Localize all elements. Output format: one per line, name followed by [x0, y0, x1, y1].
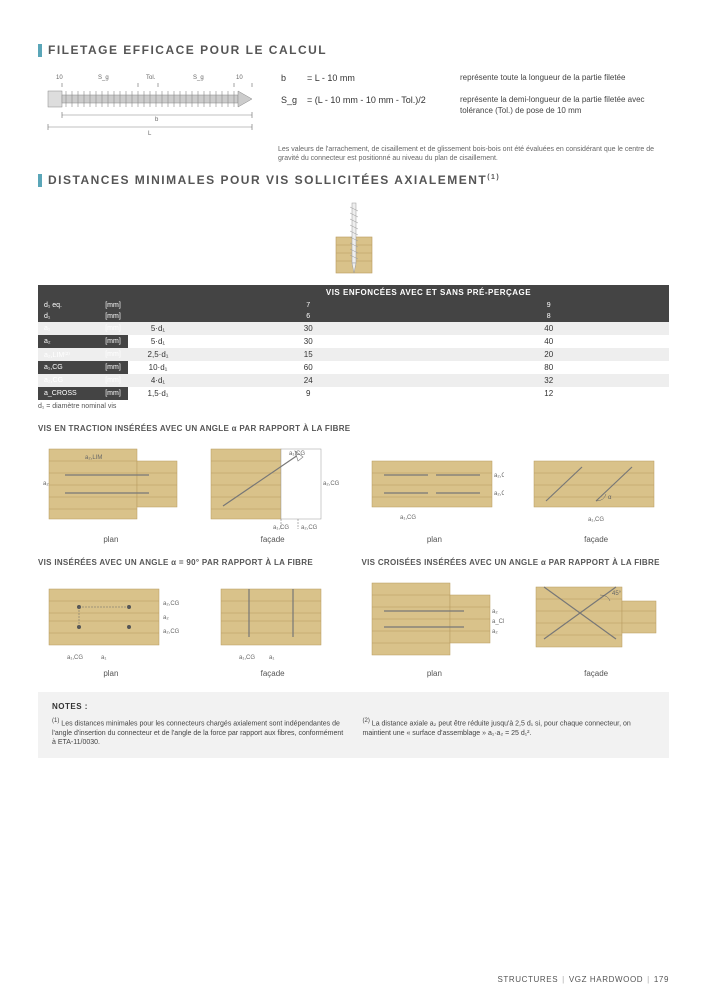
svg-text:α: α	[608, 495, 612, 501]
section1-footnote: Les valeurs de l'arrachement, de cisaill…	[278, 145, 669, 163]
svg-text:a₂,CG: a₂,CG	[301, 525, 318, 531]
svg-text:S_g: S_g	[193, 75, 204, 81]
svg-text:a₂: a₂	[43, 481, 49, 487]
svg-text:a₂,LIM: a₂,LIM	[85, 455, 102, 461]
svg-text:a₂,CG: a₂,CG	[163, 629, 180, 635]
svg-text:Tol.: Tol.	[146, 75, 156, 81]
svg-text:a_CROSS: a_CROSS	[492, 619, 504, 625]
svg-text:10: 10	[236, 75, 243, 81]
svg-text:L: L	[148, 131, 152, 137]
svg-text:a₁,CG: a₁,CG	[289, 451, 305, 457]
d1-note: d₁ = diamètre nominal vis	[38, 403, 669, 410]
notes-box: NOTES : (1) Les distances minimales pour…	[38, 692, 669, 758]
svg-text:a₁,CG: a₁,CG	[273, 525, 289, 531]
diag-1-plan: a₂ a₂,LIM plan	[38, 441, 184, 544]
section-title-distances: DISTANCES MINIMALES POUR VIS SOLLICITÉES…	[38, 173, 669, 187]
diag-2-facade: a₁,CG a₁ façade	[200, 575, 346, 678]
svg-text:a₂: a₂	[163, 615, 169, 621]
screw-formula-row: 10 S_g Tol. S_g 10	[38, 69, 669, 139]
svg-text:45°: 45°	[612, 591, 622, 597]
formula-b: b = L - 10 mm représente toute la longue…	[281, 73, 669, 83]
formula-block: b = L - 10 mm représente toute la longue…	[281, 69, 669, 116]
svg-text:a₁,CG: a₁,CG	[239, 655, 255, 661]
diag-1-plan-2: a₂,CG a₂,CG a₁,CG plan	[362, 441, 508, 544]
svg-text:a₁: a₁	[269, 655, 274, 661]
svg-text:10: 10	[56, 75, 63, 81]
note-1: (1) Les distances minimales pour les con…	[52, 717, 345, 748]
svg-text:S_g: S_g	[98, 75, 109, 81]
diag-3-plan: a₂ a_CROSS a₂ plan	[362, 575, 508, 678]
svg-text:b: b	[155, 117, 159, 123]
formula-sg: S_g = (L - 10 mm - 10 mm - Tol.)/2 repré…	[281, 95, 669, 116]
svg-text:a₁: a₁	[101, 655, 106, 661]
wood-block-icon	[38, 199, 669, 279]
diagram-row-1: a₂ a₂,LIM plan a₁,CG a₂,CG a₁,CG a₂,CG f…	[38, 441, 669, 544]
svg-text:a₂: a₂	[492, 609, 498, 615]
svg-text:a₁,CG: a₁,CG	[400, 515, 416, 521]
diag-1-facade-2: α a₁,CG façade	[523, 441, 669, 544]
svg-text:a₂,CG: a₂,CG	[323, 481, 340, 487]
section-title-filetage: FILETAGE EFFICACE POUR LE CALCUL	[38, 43, 669, 57]
notes-title: NOTES :	[52, 702, 655, 711]
diag-2-plan: a₂,CG a₂ a₂,CG a₁,CG a₁ plan	[38, 575, 184, 678]
note-2: (2) La distance axiale a₂ peut être rédu…	[363, 717, 656, 748]
diagram-row-3: a₂ a_CROSS a₂ plan 45°	[362, 575, 670, 678]
subhead-croisees: VIS CROISÉES INSÉRÉES AVEC UN ANGLE α PA…	[362, 558, 670, 567]
svg-text:a₁,CG: a₁,CG	[588, 517, 604, 523]
svg-text:a₂: a₂	[492, 629, 498, 635]
diag-1-facade: a₁,CG a₂,CG a₁,CG a₂,CG façade	[200, 441, 346, 544]
section-title-text: FILETAGE EFFICACE POUR LE CALCUL	[48, 43, 327, 57]
subhead-90: VIS INSÉRÉES AVEC UN ANGLE α = 90° PAR R…	[38, 558, 346, 567]
svg-text:a₁,CG: a₁,CG	[67, 655, 83, 661]
diagram-row-2: a₂,CG a₂ a₂,CG a₁,CG a₁ plan a₁,CG	[38, 575, 346, 678]
screw-diagram: 10 S_g Tol. S_g 10	[38, 69, 263, 139]
svg-text:a₂,CG: a₂,CG	[494, 491, 504, 497]
svg-text:a₂,CG: a₂,CG	[163, 601, 180, 607]
subhead-traction: VIS EN TRACTION INSÉRÉES AVEC UN ANGLE α…	[38, 424, 669, 433]
diag-3-facade: 45° façade	[523, 575, 669, 678]
svg-text:a₂,CG: a₂,CG	[494, 473, 504, 479]
section-title-text-2: DISTANCES MINIMALES POUR VIS SOLLICITÉES…	[48, 173, 500, 187]
distances-table: VIS ENFONCÉES AVEC ET SANS PRÉ-PERÇAGE d…	[38, 285, 669, 400]
page-footer: STRUCTURES|VGZ HARDWOOD|179	[0, 975, 707, 984]
